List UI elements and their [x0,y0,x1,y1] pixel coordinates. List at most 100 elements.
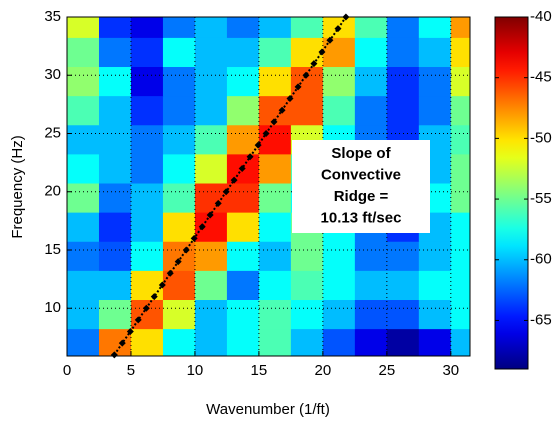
heatmap-cell [226,299,260,330]
heatmap-cell [290,299,324,330]
heatmap-cell [98,66,132,97]
heatmap-cell [98,17,132,38]
heatmap-cell [130,270,164,300]
heatmap-cell [450,241,470,271]
heatmap-cell [67,95,100,126]
heatmap-cell [67,212,100,242]
ridge-marker [190,234,198,242]
heatmap-cell [258,212,292,242]
heatmap-cell [354,17,388,38]
y-tick-label: 10 [44,299,61,316]
heatmap-cell [322,328,356,356]
heatmap-cell [67,66,100,97]
heatmap-cell [290,17,324,38]
heatmap-cell [386,299,420,330]
heatmap-cell [226,212,260,242]
heatmap-cell [290,241,324,271]
heatmap-cell [162,124,196,155]
heatmap-cell [194,17,228,38]
colorbar-tick-label: -65 [530,311,552,328]
heatmap-cell [386,37,420,68]
ridge-marker [334,25,342,33]
heatmap-cell [98,95,132,126]
ridge-marker [310,60,318,68]
annotation-text: Ridge = [334,188,389,205]
y-tick-label: 25 [44,124,61,141]
plot-frame [66,16,471,357]
ridge-marker [118,339,126,347]
heatmap-cell [322,17,356,38]
heatmap-cell [258,299,292,330]
ridge-marker [246,153,254,161]
heatmap-cell [130,183,164,213]
heatmap-cell [354,66,388,97]
heatmap-cell [354,37,388,68]
heatmap-cell [450,17,470,38]
colorbar-tick-label: -50 [530,129,552,146]
ridge-marker [206,211,214,219]
ridge-marker [134,316,142,324]
heatmap-cell [386,241,420,271]
heatmap-cell [67,17,100,38]
annotation-text: Slope of [331,145,391,162]
heatmap-cell [130,153,164,184]
y-axis-label: Frequency (Hz) [9,135,26,238]
heatmap-cell [130,37,164,68]
ridge-marker [230,176,238,184]
colorbar-tick-label: -40 [530,8,552,25]
heatmap-cell [450,95,470,126]
heatmap-cell [226,328,260,356]
heatmap-cell [194,37,228,68]
ridge-marker [126,328,134,336]
heatmap-cell [354,299,388,330]
heatmap-cell [418,328,452,356]
x-tick-label: 25 [378,362,395,379]
x-tick-label: 10 [187,362,204,379]
x-axis-label: Wavenumber (1/ft) [206,401,330,418]
ridge-marker [150,293,158,301]
ridge-marker [278,106,286,114]
heatmap-cell [258,241,292,271]
heatmap-cell [162,37,196,68]
heatmap-cell [98,153,132,184]
heatmap-cell [322,37,356,68]
heatmap-cell [194,299,228,330]
heatmap-cell [290,328,324,356]
heatmap-cell [162,183,196,213]
colorbar-tick-label: -45 [530,69,552,86]
ridge-marker [110,351,118,359]
heatmap-cell [98,37,132,68]
heatmap-cell [98,212,132,242]
heatmap-cell [67,299,100,330]
heatmap-cell [322,95,356,126]
heatmap-cell [226,37,260,68]
y-tick-label: 15 [44,241,61,258]
heatmap-cell [418,37,452,68]
ridge-marker [302,71,310,79]
heatmap-cell [418,95,452,126]
ridge-marker [286,95,294,103]
heatmap-cell [162,299,196,330]
heatmap-cell [98,241,132,271]
colorbar-tick-label: -60 [530,251,552,268]
heatmap-cell [162,270,196,300]
heatmap-cell [258,270,292,300]
heatmap-cell [67,328,100,356]
x-tick-label: 5 [127,362,135,379]
heatmap-cell [194,153,228,184]
ridge-marker [158,281,166,289]
heatmap-cell [194,241,228,271]
annotation-box [292,140,430,233]
x-tick-label: 0 [63,362,71,379]
heatmap-cell [162,95,196,126]
heatmap-cell [194,124,228,155]
ridge-marker [294,83,302,91]
heatmap-cell [98,328,132,356]
heatmap-cell [130,95,164,126]
heatmap-cell [386,17,420,38]
colorbar [494,16,529,370]
heatmap-cell [226,270,260,300]
heatmap-cell [194,328,228,356]
heatmap-cell [130,17,164,38]
